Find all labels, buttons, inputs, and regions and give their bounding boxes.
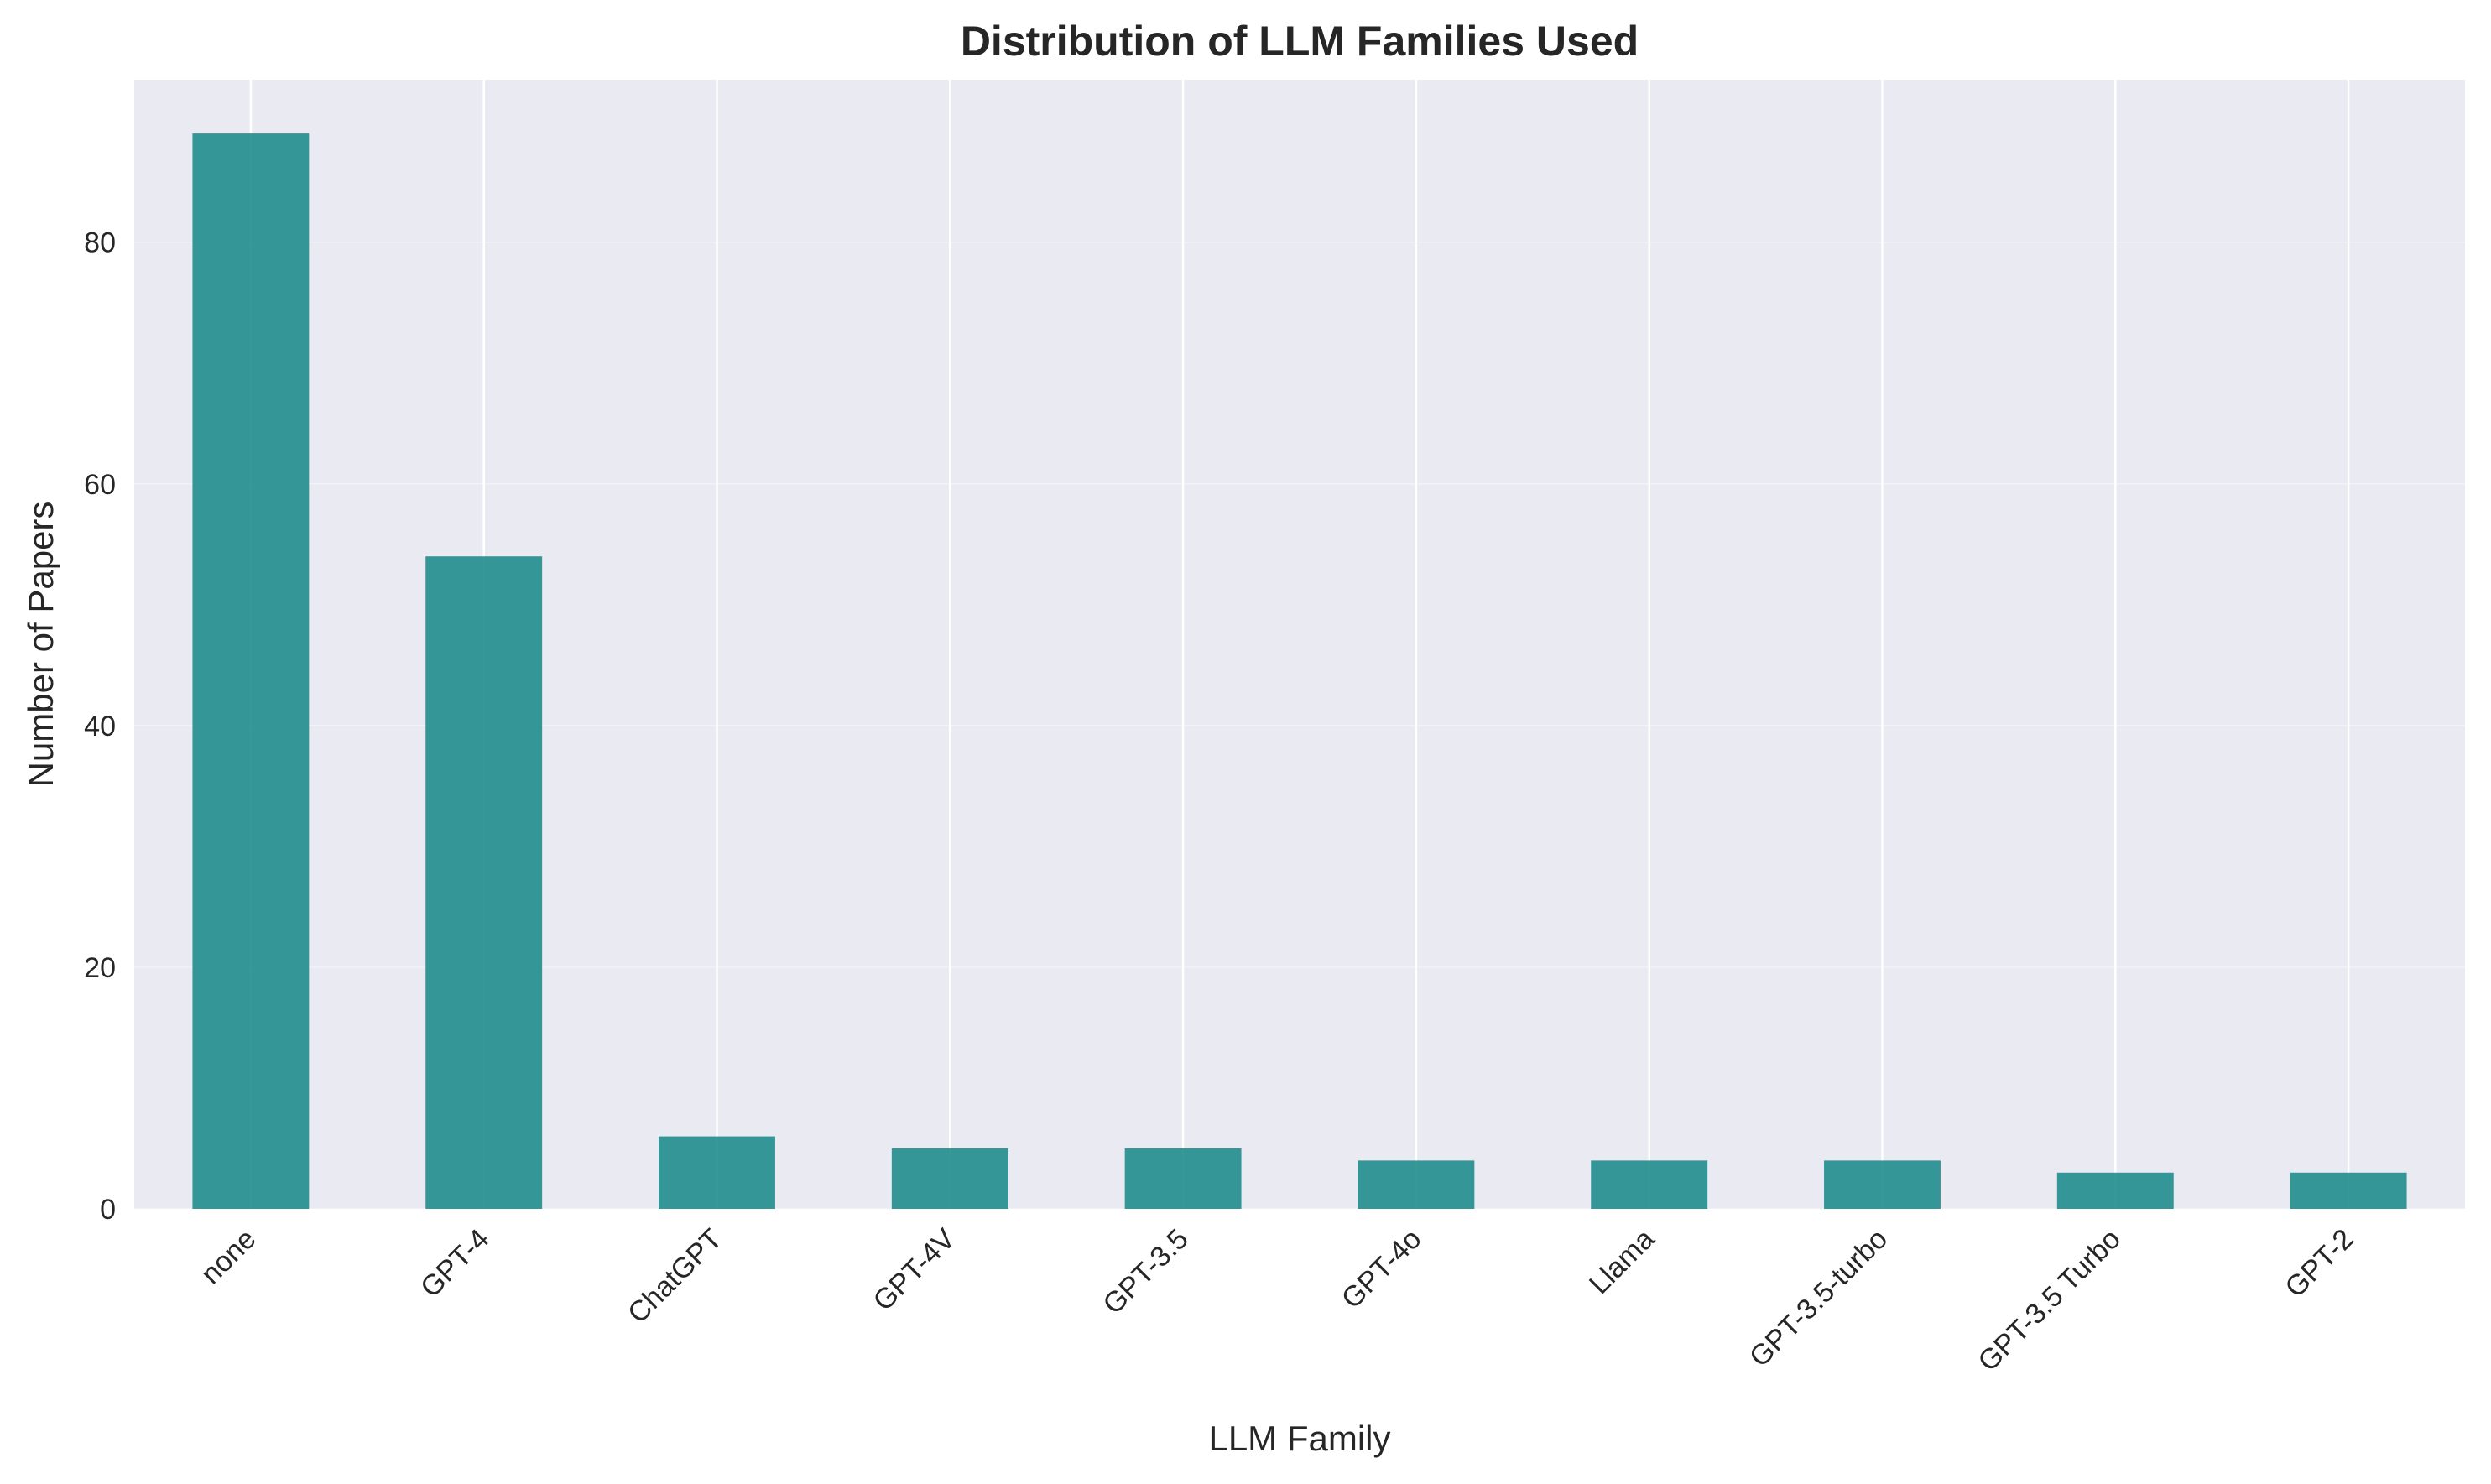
x-tick-label: ChatGPT: [622, 1223, 728, 1330]
bar-gpt-3-5-turbo: [2056, 1172, 2174, 1209]
y-tick-label: 80: [84, 227, 116, 259]
bar-gpt-4: [425, 556, 543, 1209]
bar-gpt-2: [2290, 1172, 2407, 1209]
x-tick-label: GPT-4V: [868, 1223, 962, 1318]
x-tick-label: GPT-3.5-turbo: [1743, 1223, 1894, 1373]
y-tick-label: 40: [84, 711, 116, 742]
bar-gpt-4v: [891, 1148, 1008, 1209]
x-tick-label: GPT-4: [414, 1223, 495, 1304]
x-tick-label: Llama: [1583, 1223, 1660, 1300]
y-tick-label: 0: [100, 1194, 116, 1226]
bar-none: [192, 133, 310, 1210]
bar-llama: [1591, 1160, 1708, 1209]
x-tick-label: none: [195, 1223, 262, 1290]
bar-chatgpt: [659, 1136, 775, 1209]
bar-gpt-4o: [1358, 1160, 1475, 1209]
bar-gpt-3-5-turbo: [1824, 1160, 1941, 1209]
x-tick-label: GPT-3.5: [1097, 1223, 1194, 1320]
y-axis-ticks: 0 20 40 60 80: [84, 227, 116, 1226]
y-tick-label: 60: [84, 469, 116, 501]
bars: [192, 133, 2407, 1210]
x-axis-label: LLM Family: [1208, 1419, 1390, 1458]
x-axis-ticks: none GPT-4 ChatGPT GPT-4V GPT-3.5 GPT-4o Llama…: [195, 1223, 2360, 1378]
y-tick-label: 20: [84, 952, 116, 984]
bar-gpt-3-5: [1124, 1148, 1242, 1209]
x-tick-label: GPT-2: [2279, 1223, 2359, 1304]
chart-title: Distribution of LLM Families Used: [961, 18, 1639, 65]
x-tick-label: GPT-3.5 Turbo: [1972, 1223, 2127, 1378]
x-tick-label: GPT-4o: [1336, 1223, 1428, 1315]
y-axis-label: Number of Papers: [21, 502, 60, 788]
